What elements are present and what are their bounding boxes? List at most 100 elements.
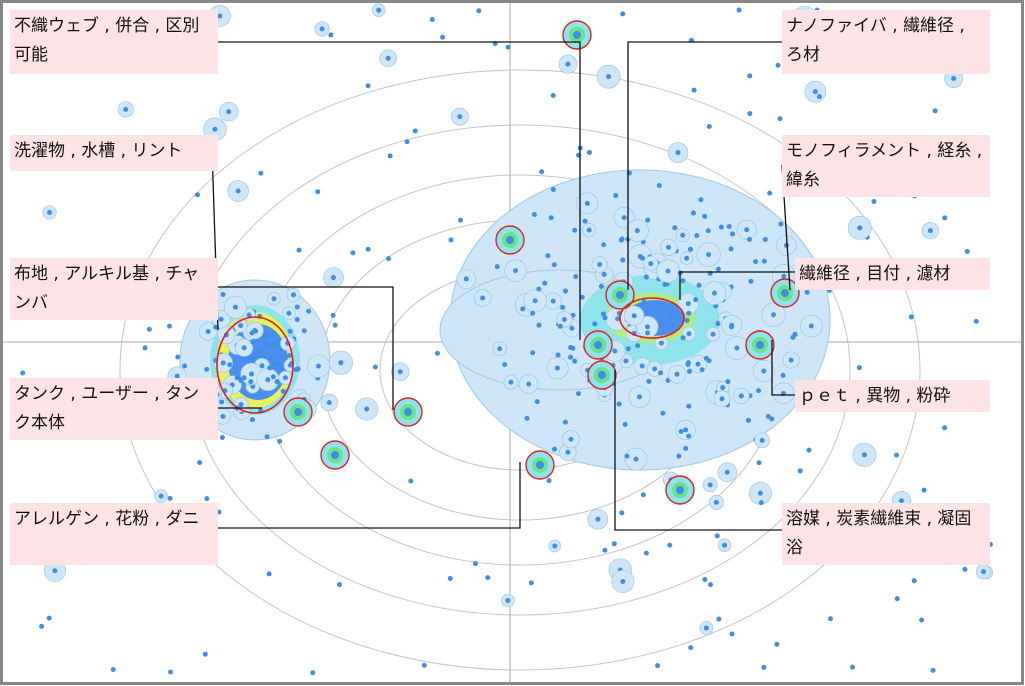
- point: [238, 402, 244, 408]
- point: [686, 433, 692, 439]
- point: [715, 266, 721, 272]
- point: [788, 357, 794, 363]
- point: [385, 55, 391, 61]
- point: [713, 499, 719, 505]
- point: [338, 360, 344, 366]
- point: [921, 487, 927, 493]
- point: [706, 358, 712, 364]
- point: [502, 362, 508, 368]
- point: [562, 419, 568, 425]
- point: [702, 213, 708, 219]
- point: [736, 7, 742, 13]
- leader: [614, 370, 782, 531]
- point: [219, 399, 225, 405]
- point: [828, 616, 834, 622]
- point: [326, 400, 332, 406]
- point: [660, 410, 666, 416]
- point: [293, 367, 299, 373]
- point: [220, 360, 226, 366]
- point: [146, 326, 152, 332]
- hotspot-center: [506, 236, 514, 244]
- point: [248, 379, 254, 385]
- point: [719, 396, 725, 402]
- point: [336, 582, 342, 588]
- hotspot-center: [573, 31, 581, 39]
- hotspot-center: [781, 289, 789, 297]
- point: [894, 596, 900, 602]
- point: [480, 295, 486, 301]
- point: [217, 13, 223, 19]
- point: [258, 170, 264, 176]
- point: [268, 356, 274, 362]
- point: [286, 352, 292, 358]
- point: [762, 237, 768, 243]
- point: [387, 153, 393, 159]
- point: [690, 210, 696, 216]
- point: [253, 328, 259, 334]
- point: [364, 406, 370, 412]
- point: [942, 215, 948, 221]
- point: [744, 227, 750, 233]
- point: [645, 330, 651, 336]
- point: [640, 492, 646, 498]
- point: [894, 452, 900, 458]
- point: [557, 323, 563, 329]
- point: [857, 225, 863, 231]
- point: [505, 597, 511, 603]
- point: [648, 261, 654, 267]
- point: [429, 16, 435, 22]
- point: [497, 346, 503, 352]
- point: [680, 278, 686, 284]
- point: [643, 274, 649, 280]
- point: [698, 197, 704, 203]
- point: [672, 225, 678, 231]
- point: [816, 94, 822, 100]
- point: [643, 550, 649, 556]
- point: [769, 416, 775, 422]
- point: [494, 264, 500, 270]
- point: [621, 215, 627, 221]
- point: [182, 363, 188, 369]
- point: [408, 478, 414, 484]
- label: 溶媒 , 炭素繊維束 , 凝固浴: [782, 503, 990, 565]
- point: [539, 169, 545, 175]
- point: [457, 114, 463, 120]
- point: [532, 298, 538, 304]
- point: [267, 365, 273, 371]
- label: 洗濯物 , 水槽 , リント: [10, 135, 218, 171]
- point: [166, 323, 172, 329]
- hotspot-center: [331, 451, 339, 459]
- point: [724, 469, 730, 475]
- point: [942, 425, 948, 431]
- point: [780, 372, 786, 378]
- point: [694, 233, 700, 239]
- point: [930, 667, 936, 673]
- point: [730, 231, 736, 237]
- point: [227, 362, 233, 368]
- point: [620, 578, 626, 584]
- point: [241, 345, 247, 351]
- point: [226, 109, 232, 115]
- point: [110, 666, 116, 672]
- point: [536, 322, 542, 328]
- point: [597, 262, 603, 268]
- point: [212, 126, 218, 132]
- point: [204, 366, 210, 372]
- point: [530, 350, 536, 356]
- point: [485, 575, 491, 581]
- point: [584, 200, 590, 206]
- point: [404, 139, 410, 145]
- point: [332, 322, 338, 328]
- point: [273, 343, 279, 349]
- point: [634, 228, 640, 234]
- point: [646, 378, 652, 384]
- point: [372, 364, 378, 370]
- point: [434, 350, 440, 356]
- point: [602, 547, 608, 553]
- point: [508, 379, 514, 385]
- point: [747, 73, 753, 79]
- point: [365, 83, 371, 89]
- point: [685, 360, 691, 366]
- point: [277, 438, 283, 444]
- point: [707, 482, 713, 488]
